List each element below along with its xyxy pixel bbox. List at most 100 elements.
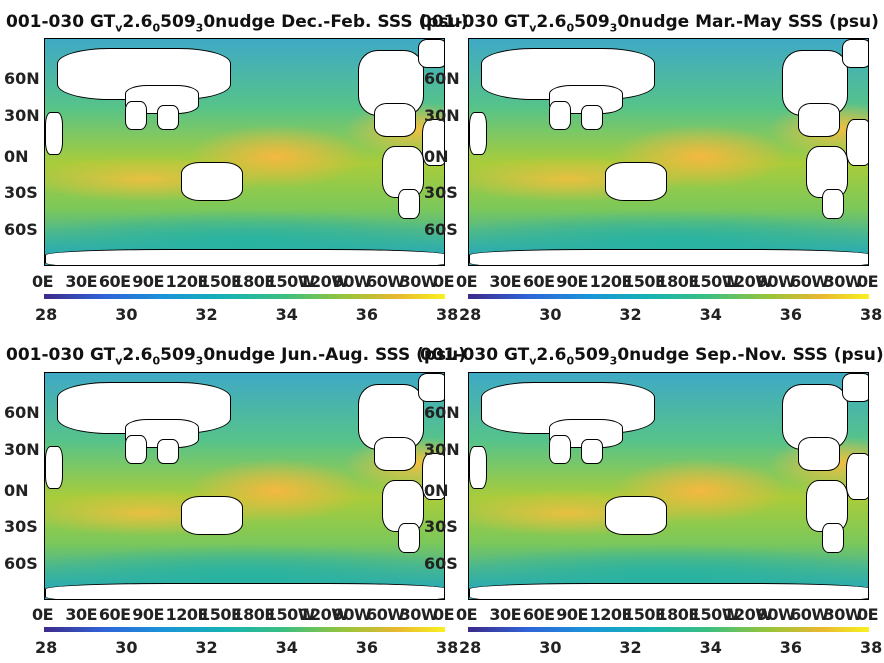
colorbar-tick-label: 32 xyxy=(195,638,218,657)
landmass xyxy=(469,248,868,265)
colorbar-tick-label: 30 xyxy=(115,638,138,657)
longitude-label: 90W xyxy=(332,272,372,291)
longitude-label: 150W xyxy=(265,272,316,291)
latitude-label: 30N xyxy=(4,105,40,125)
longitude-label: 0E xyxy=(456,272,478,291)
landmass xyxy=(581,439,604,464)
latitude-label: 60N xyxy=(424,403,460,423)
colorbar-tick-label: 34 xyxy=(275,638,298,657)
landmass xyxy=(581,105,604,130)
colorbar-tick-label: 34 xyxy=(275,305,298,324)
latitude-label: 0N xyxy=(4,146,29,166)
landmass xyxy=(373,436,416,471)
longitude-label: 30W xyxy=(399,605,439,624)
longitude-label: 60E xyxy=(522,605,555,624)
landmass xyxy=(417,373,444,403)
longitude-label: 30W xyxy=(399,272,439,291)
colorbar-tick-label: 38 xyxy=(860,638,883,657)
landmass xyxy=(421,118,444,167)
longitude-label: 90W xyxy=(756,605,796,624)
colorbar xyxy=(468,627,869,632)
longitude-label: 30W xyxy=(823,272,863,291)
landmass xyxy=(157,105,180,130)
longitude-label: 0E xyxy=(433,272,455,291)
colorbar-tick-label: 34 xyxy=(699,305,722,324)
longitude-label: 90E xyxy=(556,272,588,291)
colorbar xyxy=(468,294,869,299)
colorbar-tick-label: 28 xyxy=(35,638,58,657)
longitude-label: 0E xyxy=(456,605,478,624)
latitude-label: 0N xyxy=(424,146,449,166)
latitude-label: 30N xyxy=(424,439,460,459)
panel-title: 001-030 GTv2.6050930nudge Dec.-Feb. SSS … xyxy=(6,12,469,35)
longitude-label: 0E xyxy=(433,605,455,624)
longitude-label: 150E xyxy=(199,605,242,624)
colorbar-tick-label: 32 xyxy=(619,638,642,657)
longitude-label: 150E xyxy=(623,272,666,291)
latitude-label: 30N xyxy=(424,105,460,125)
landmass xyxy=(157,439,180,464)
landmass xyxy=(397,523,420,553)
landmass xyxy=(45,582,444,599)
landmass xyxy=(845,118,868,167)
longitude-label: 150E xyxy=(623,605,666,624)
latitude-label: 60N xyxy=(424,69,460,89)
colorbar-tick-label: 34 xyxy=(699,638,722,657)
colorbar-tick-label: 36 xyxy=(355,638,379,657)
longitude-label: 120E xyxy=(589,272,633,291)
latitude-label: 0N xyxy=(4,480,29,500)
panel-title: 001-030 GTv2.6050930nudge Jun.-Aug. SSS … xyxy=(6,345,467,368)
longitude-label: 90E xyxy=(132,272,164,291)
colorbar-tick-label: 36 xyxy=(779,305,803,324)
colorbar-tick-label: 36 xyxy=(355,305,379,324)
longitude-label: 90E xyxy=(132,605,164,624)
colorbar-tick-label: 30 xyxy=(539,305,562,324)
landmass xyxy=(469,445,488,489)
longitude-label: 150W xyxy=(689,605,740,624)
panel-title: 001-030 GTv2.6050930nudge Sep.-Nov. SSS … xyxy=(420,345,884,368)
longitude-label: 120E xyxy=(589,605,633,624)
longitude-label: 0E xyxy=(32,272,54,291)
landmass xyxy=(605,496,668,535)
latitude-label: 30S xyxy=(424,517,458,537)
colorbar-tick-label: 28 xyxy=(35,305,58,324)
longitude-label: 30E xyxy=(489,605,522,624)
latitude-label: 0N xyxy=(424,480,449,500)
longitude-label: 0E xyxy=(857,605,879,624)
landmass xyxy=(821,189,844,219)
colorbar-tick-label: 28 xyxy=(459,305,482,324)
colorbar-tick-label: 32 xyxy=(619,305,642,324)
longitude-label: 60E xyxy=(522,272,555,291)
latitude-label: 30S xyxy=(4,183,38,203)
landmass xyxy=(181,162,244,201)
landmass xyxy=(45,248,444,265)
longitude-label: 60E xyxy=(98,605,131,624)
colorbar-tick-label: 28 xyxy=(459,638,482,657)
landmass xyxy=(45,111,64,155)
sss-map xyxy=(468,38,869,266)
landmass xyxy=(417,39,444,69)
colorbar-tick-label: 38 xyxy=(436,305,459,324)
colorbar xyxy=(44,627,445,632)
landmass xyxy=(469,582,868,599)
longitude-label: 120W xyxy=(723,272,773,291)
latitude-label: 30N xyxy=(4,439,40,459)
colorbar-tick-label: 38 xyxy=(860,305,883,324)
longitude-label: 120W xyxy=(299,272,349,291)
landmass xyxy=(797,436,840,471)
landmass xyxy=(181,496,244,535)
landmass xyxy=(397,189,420,219)
landmass xyxy=(125,434,148,464)
colorbar-tick-label: 36 xyxy=(779,638,803,657)
latitude-label: 60S xyxy=(4,219,38,239)
landmass xyxy=(841,39,868,69)
colorbar-tick-label: 32 xyxy=(195,305,218,324)
longitude-label: 120W xyxy=(723,605,773,624)
panel-title: 001-030 GTv2.6050930nudge Mar.-May SSS (… xyxy=(420,12,879,35)
longitude-label: 30E xyxy=(65,605,98,624)
landmass xyxy=(797,102,840,137)
colorbar-tick-label: 30 xyxy=(115,305,138,324)
landmass xyxy=(549,434,572,464)
colorbar xyxy=(44,294,445,299)
longitude-label: 90W xyxy=(756,272,796,291)
